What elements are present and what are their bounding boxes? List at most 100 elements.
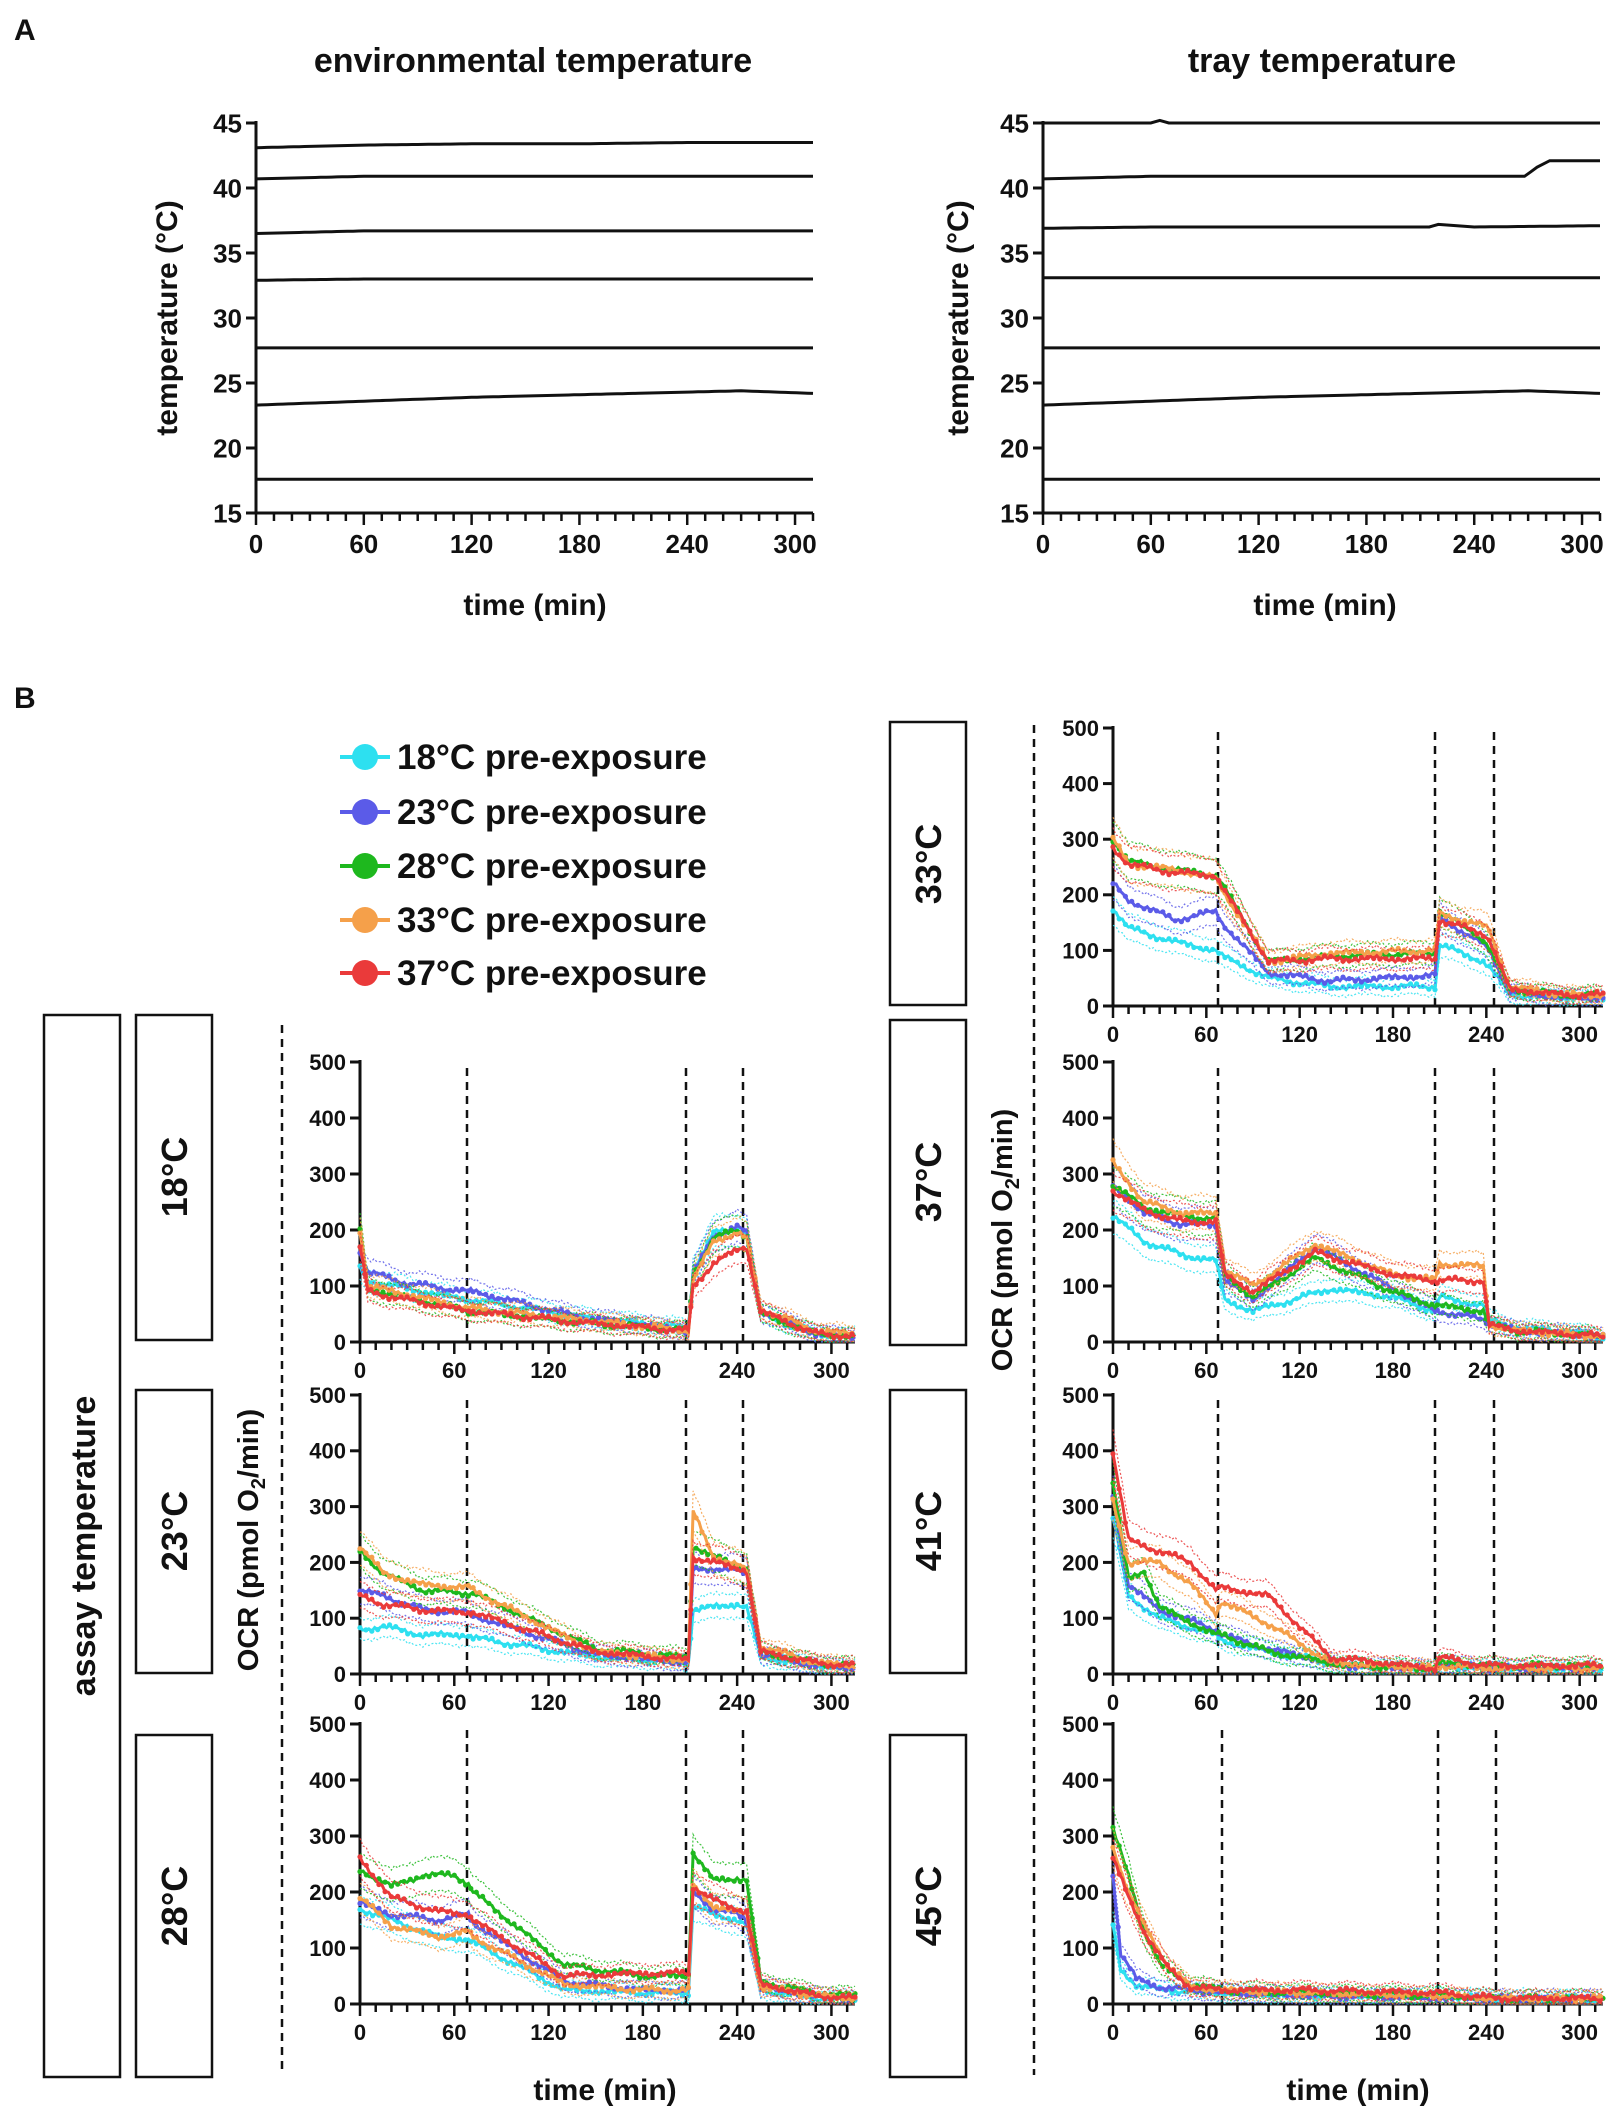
ocr41-series-point	[1116, 1523, 1122, 1529]
env-ytick-label: 45	[213, 108, 242, 138]
ocr41-series-error	[1112, 1477, 1604, 1675]
ocr18-series-point	[633, 1323, 639, 1329]
ocr28-series-point	[542, 1980, 549, 1986]
ocr23-series-point	[849, 1660, 855, 1666]
ocr45-series-point	[1499, 1998, 1505, 2004]
ocr23-series-point	[483, 1634, 489, 1640]
env-chart-title: environmental temperature	[314, 42, 752, 80]
ocr37-series-point	[1306, 1289, 1312, 1295]
ocr45-series-point	[1182, 1982, 1188, 1988]
ocr41-ytick-label: 100	[1062, 1606, 1099, 1631]
ocr28-series-point	[549, 1982, 555, 1988]
ocr41-series-point	[1259, 1644, 1265, 1650]
ocr33-series-point	[1154, 862, 1160, 868]
ocr28-series-point	[725, 1905, 731, 1911]
ocr23-series-point	[514, 1626, 520, 1632]
ocr28-xtick-label: 240	[719, 2020, 756, 2045]
ocr33-series-point	[1449, 921, 1455, 927]
ocr28-series-point	[492, 1929, 498, 1936]
ocr23-series-point	[508, 1603, 514, 1609]
ocr37-series-point	[1306, 1252, 1312, 1259]
ocr41-series-point	[1272, 1598, 1278, 1604]
env-series-line	[255, 141, 813, 150]
ocr23-series-point	[527, 1641, 533, 1647]
ocr28-series-point	[549, 1967, 555, 1973]
ocr45-series-point	[1110, 1824, 1116, 1830]
ocr18-series-point	[483, 1306, 489, 1312]
ocr33-series-error	[1112, 821, 1604, 992]
ocr33-xtick-label: 60	[1194, 1022, 1218, 1047]
ocr33-series-point	[1328, 979, 1334, 985]
ocr28-series-point	[593, 1968, 599, 1974]
ocr28-series-point	[643, 1970, 649, 1976]
ocr33-series-point	[1437, 920, 1443, 926]
ocr33-series-point	[1437, 909, 1443, 915]
ocr41-series-point	[1542, 1662, 1548, 1668]
ocr28-series-point	[450, 1911, 457, 1917]
ocr45-series-point	[1306, 1984, 1312, 1990]
legend-item-37: 37°C pre-exposure	[340, 954, 707, 993]
ocr45-series-point	[1597, 1998, 1603, 2004]
ocr18-series-point	[825, 1332, 831, 1338]
ocr33-series-point	[1570, 989, 1576, 995]
ocr37-series-point	[1417, 1274, 1423, 1280]
legend-marker-28	[352, 853, 378, 879]
ocr33-series-point	[1147, 907, 1153, 914]
ocr23-series-point	[483, 1595, 489, 1602]
ocr41-series-point	[1529, 1662, 1535, 1668]
ocr23-series-point	[782, 1647, 788, 1653]
ocr33-series-point	[1371, 955, 1377, 962]
ocr23-series-point	[375, 1590, 381, 1596]
ocr37-series-point	[1452, 1274, 1458, 1280]
ocr37-series-point	[1325, 1249, 1331, 1255]
ocr45-series-point	[1200, 1983, 1206, 1989]
ocr41-series-point	[1172, 1572, 1178, 1578]
ocr33-series-point	[1377, 974, 1383, 980]
ocr23-series-point	[776, 1651, 782, 1658]
ocr28-series-point	[673, 1973, 679, 1980]
ocr41-series-point	[1172, 1620, 1178, 1626]
ocr18-series-point	[782, 1313, 788, 1319]
ocr28-series-point	[690, 1850, 696, 1856]
ocr23-series-point	[564, 1641, 571, 1647]
legend-item-28: 28°C pre-exposure	[340, 847, 707, 886]
ocr45-series-point	[1505, 1998, 1511, 2004]
ocr28-series-point	[498, 1914, 504, 1920]
ocr18-series-point	[716, 1255, 723, 1261]
ocr33-series-point	[1309, 954, 1315, 960]
ocr41-series-point	[1110, 1496, 1116, 1502]
ocr23-series-point	[583, 1645, 589, 1651]
ocr28-series-point	[542, 1960, 549, 1967]
ocr18-series-point	[357, 1263, 363, 1269]
ocr18-series-point	[495, 1295, 501, 1302]
ocr28-series-error	[359, 1919, 856, 2005]
ocr18-series-point	[362, 1271, 368, 1278]
ocr41-series-point	[1160, 1564, 1166, 1570]
ocr33-series-point	[1172, 870, 1178, 876]
ocr37-series-point	[1207, 1210, 1213, 1216]
ocr45-series-point	[1493, 1995, 1499, 2001]
ocr28-series-point	[708, 1901, 714, 1907]
ocr37-series-point	[1159, 1216, 1165, 1222]
ocr37-series-point	[1122, 1176, 1128, 1182]
ocr28-series-point	[357, 1869, 363, 1875]
ocr33-series-point	[1178, 939, 1184, 945]
ocr41-series-point	[1247, 1642, 1253, 1648]
ocr37-series-point	[1281, 1260, 1287, 1266]
ocr28-series-point	[719, 1900, 726, 1906]
ocr41-series-point	[1135, 1590, 1141, 1596]
ocr28-series-point	[667, 1973, 673, 1979]
ocr37-ytick-label: 400	[1062, 1106, 1099, 1131]
ocr23-series-point	[502, 1642, 508, 1648]
ocr33-series-point	[1340, 950, 1346, 956]
ocr28-series-point	[382, 1909, 388, 1915]
ocr45-series-point	[1560, 1997, 1566, 2003]
ocr18-series-point	[435, 1286, 441, 1292]
ocr18-series-point	[447, 1287, 453, 1293]
assay-temperature-box	[42, 1013, 122, 2079]
ocr23-series-point	[435, 1582, 441, 1588]
ocr33-series-error	[1112, 857, 1604, 1006]
ocr28-series-point	[785, 1989, 791, 1995]
ocr33-xtick-label: 240	[1468, 1022, 1505, 1047]
ocr37-series-point	[1471, 1281, 1477, 1287]
